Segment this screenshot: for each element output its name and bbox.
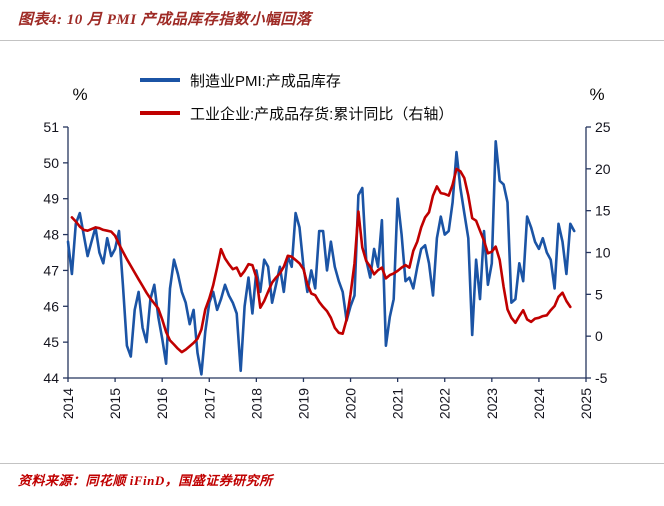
left-axis-tick-label: 50 (43, 155, 59, 171)
right-axis-tick-label: 5 (595, 286, 603, 302)
x-axis-year-label: 2017 (201, 388, 217, 419)
right-axis-tick-label: 15 (595, 203, 611, 219)
left-axis-tick-label: 45 (43, 334, 59, 350)
left-axis-tick-label: 51 (43, 119, 59, 135)
series-line-pmi (66, 140, 576, 376)
legend: 制造业PMI:产成品库存 工业企业:产成品存货:累计同比（右轴） (140, 70, 453, 136)
footer-separator-line (0, 463, 664, 464)
right-axis-tick-label: 20 (595, 161, 611, 177)
x-axis-year-label: 2014 (60, 388, 76, 419)
pmi-line-swatch (140, 78, 180, 82)
chart-area: 44 45 46 47 48 49 50 51 -5 0 5 10 15 20 25 2014 2015 2016… (0, 50, 664, 460)
page-title: 图表4: 10 月 PMI 产成品库存指数小幅回落 (18, 12, 312, 28)
left-axis-tick-label: 46 (43, 298, 59, 314)
legend-label-inventory: 工业企业:产成品存货:累计同比（右轴） (190, 105, 454, 123)
x-axis-year-label: 2015 (107, 388, 123, 419)
x-axis-year-label: 2020 (343, 388, 359, 419)
legend-item-inventory: 工业企业:产成品存货:累计同比（右轴） (140, 103, 453, 123)
inventory-line-swatch (140, 111, 180, 115)
right-axis-unit: % (589, 85, 604, 104)
left-axis-tick-label: 49 (43, 191, 59, 207)
left-axis-unit: % (72, 85, 87, 104)
title-separator-line (0, 40, 664, 41)
x-axis-year-label: 2018 (248, 388, 264, 419)
x-axis-year-label: 2019 (295, 388, 311, 419)
left-axis-tick-label: 44 (43, 370, 59, 386)
right-axis-tick-label: 0 (595, 328, 603, 344)
x-axis-year-label: 2023 (484, 388, 500, 419)
x-axis-year-label: 2022 (437, 388, 453, 419)
x-axis-year-label: 2025 (578, 388, 594, 419)
series-line-inventory (70, 167, 572, 354)
legend-label-pmi: 制造业PMI:产成品库存 (190, 72, 341, 90)
left-axis-tick-label: 48 (43, 227, 59, 243)
right-axis-tick-label: 25 (595, 119, 611, 135)
source-note: 资料来源：同花顺 iFinD，国盛证券研究所 (18, 473, 273, 488)
left-axis-tick-label: 47 (43, 262, 59, 278)
legend-item-pmi: 制造业PMI:产成品库存 (140, 70, 453, 90)
x-axis-year-label: 2016 (154, 388, 170, 419)
right-axis-tick-label: 10 (595, 245, 611, 261)
right-axis-tick-label: -5 (595, 370, 608, 386)
x-axis-year-label: 2021 (390, 388, 406, 419)
x-axis-year-label: 2024 (531, 388, 547, 419)
